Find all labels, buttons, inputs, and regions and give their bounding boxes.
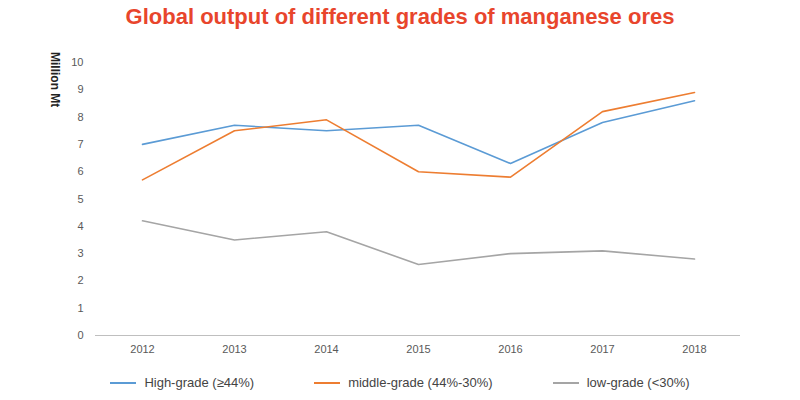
html-text:low-grade (<30%): low-grade (<30%) (586, 375, 690, 390)
svg-text:1: 1 (77, 302, 83, 314)
html-text:Million Mt: Million Mt (48, 52, 62, 108)
svg-text:5: 5 (77, 193, 83, 205)
svg-text:7: 7 (77, 138, 83, 150)
html-text:Global output of different gra: Global output of different grades of man… (125, 4, 675, 29)
svg-text:4: 4 (77, 220, 83, 232)
svg-text:2013: 2013 (222, 343, 246, 355)
html-text:High-grade (≥44%): High-grade (≥44%) (144, 375, 255, 390)
svg-text:6: 6 (77, 165, 83, 177)
svg-text:10: 10 (71, 56, 83, 68)
svg-text:8: 8 (77, 111, 83, 123)
svg-text:2018: 2018 (682, 343, 706, 355)
svg-text:2016: 2016 (498, 343, 522, 355)
html-text:middle-grade (44%-30%): middle-grade (44%-30%) (348, 375, 493, 390)
svg-text:3: 3 (77, 247, 83, 259)
svg-text:2015: 2015 (406, 343, 430, 355)
svg-text:2014: 2014 (314, 343, 338, 355)
svg-text:2012: 2012 (130, 343, 154, 355)
svg-text:2017: 2017 (590, 343, 614, 355)
svg-text:9: 9 (77, 83, 83, 95)
svg-text:0: 0 (77, 329, 83, 341)
svg-text:2: 2 (77, 274, 83, 286)
